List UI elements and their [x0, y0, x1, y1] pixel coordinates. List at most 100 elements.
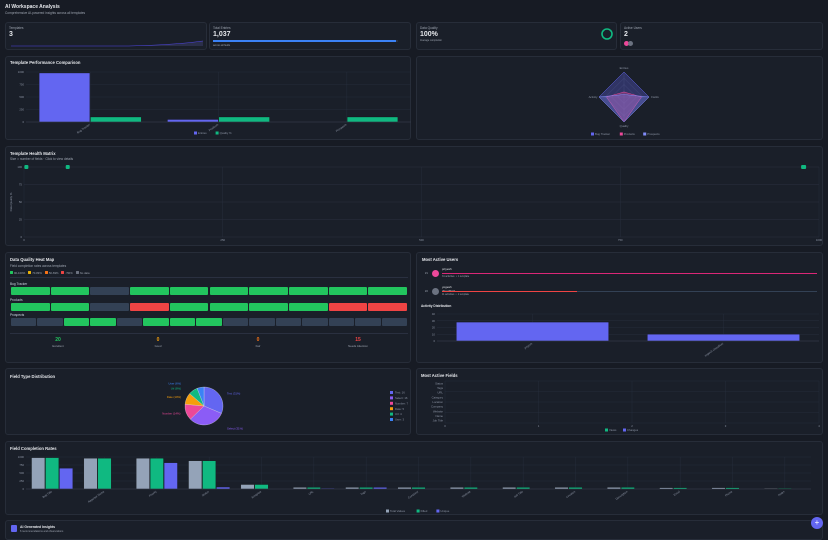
- page-title: AI Workspace Analysis: [5, 4, 60, 10]
- heatmap-row-label: Prospects: [10, 313, 25, 317]
- legend-label: Prospects: [647, 132, 660, 136]
- radar-axis-label: Activity: [589, 95, 598, 99]
- radar-axis-label: Entries: [620, 66, 629, 70]
- active-fields-panel: Most Active Fields Status Tags URL Category…: [416, 368, 823, 435]
- legend-swatch: [44, 271, 48, 274]
- x-tick-label: 500: [419, 238, 424, 242]
- x-tick-label: Bug Title: [42, 489, 54, 499]
- legend-swatch: [61, 271, 65, 274]
- heatmap-cell[interactable]: [11, 318, 37, 326]
- heatmap-cell[interactable]: [90, 287, 130, 295]
- radar-axis-label: Quality: [620, 124, 629, 128]
- y-tick-label: 750: [19, 463, 24, 467]
- heatmap-cell[interactable]: [130, 302, 169, 311]
- heatmap-cell[interactable]: [11, 302, 50, 311]
- y-tick-label: Status: [435, 381, 444, 385]
- user-rank: #1: [425, 272, 428, 275]
- avatar: [432, 288, 439, 295]
- heatmap-cell[interactable]: [143, 318, 169, 326]
- pie-label: Number (14%): [162, 412, 180, 416]
- bar: [90, 116, 142, 123]
- heatmap-cell[interactable]: [50, 287, 90, 295]
- bar: [647, 334, 800, 342]
- health-panel: Template Health Matrix Size = number of …: [5, 146, 823, 246]
- stat-label: Total Entries: [213, 26, 231, 30]
- x-tick-label: Notes: [777, 489, 786, 497]
- heatmap-cell[interactable]: [11, 287, 50, 295]
- y-tick-label: 500: [19, 471, 24, 475]
- heatmap-cell[interactable]: [381, 318, 407, 326]
- avatar: [432, 270, 439, 277]
- heatmap-cell[interactable]: [328, 318, 355, 326]
- x-tick-label: Products: [208, 122, 220, 132]
- add-button[interactable]: +: [811, 517, 823, 529]
- legend-swatch: [390, 418, 393, 421]
- heatmap-cell[interactable]: [249, 318, 275, 326]
- x-tick-label: yogesh choudhari: [704, 341, 725, 357]
- y-tick-label: 0: [22, 487, 24, 491]
- legend-label: Bug Tracker: [595, 132, 610, 136]
- radar-series: [598, 94, 650, 123]
- heatmap-cell[interactable]: [288, 287, 328, 295]
- heatmap-cell[interactable]: [249, 302, 288, 311]
- heatmap-cell[interactable]: [288, 302, 328, 311]
- legend-swatch: [386, 509, 389, 513]
- heatmap-cell[interactable]: [328, 287, 368, 295]
- scatter-point: [801, 165, 807, 169]
- heatmap-cell[interactable]: [368, 287, 407, 295]
- heatmap-cell[interactable]: [368, 302, 407, 311]
- x-tick-label: 0: [23, 238, 25, 242]
- heatmap-cell[interactable]: [302, 318, 328, 326]
- summary-value: 0: [156, 337, 160, 343]
- user-name[interactable]: priyesh: [442, 267, 452, 271]
- heatmap-cell[interactable]: [37, 318, 63, 326]
- insights-panel[interactable]: AI Generated Insights 6 recommendations …: [5, 520, 823, 540]
- entries-progress-fill: [213, 40, 397, 42]
- y-tick-label: Job Title: [433, 419, 444, 423]
- heatmap-legend: 90-100% 70-89% 50-69% <50% No data: [10, 271, 90, 275]
- bar: [83, 458, 98, 490]
- y-tick-label: 10: [432, 332, 436, 336]
- heatmap-cell[interactable]: [63, 318, 90, 326]
- heatmap-cell[interactable]: [90, 302, 130, 311]
- legend-swatch: [605, 428, 608, 432]
- x-tick-label: Assignee: [250, 489, 262, 499]
- heatmap-cell[interactable]: [130, 287, 169, 295]
- heatmap-row-label: Bug Tracker: [10, 282, 28, 286]
- heatmap-cell[interactable]: [50, 302, 90, 311]
- y-tick-label: 0: [22, 120, 24, 124]
- heatmap-cell[interactable]: [275, 318, 302, 326]
- y-tick-label: Website: [433, 409, 443, 413]
- panel-title: Data Quality Heat Map: [10, 257, 55, 262]
- divider: [10, 333, 408, 334]
- y-tick-label: 750: [19, 83, 24, 87]
- legend-swatch: [194, 131, 197, 135]
- heatmap-cell[interactable]: [196, 318, 222, 326]
- heatmap-cell[interactable]: [249, 287, 288, 295]
- pie-label: Url (8%): [171, 386, 181, 390]
- y-tick-label: Name: [436, 414, 444, 418]
- heatmap-cell[interactable]: [116, 318, 143, 326]
- bar: [188, 460, 203, 490]
- heatmap-cell[interactable]: [222, 318, 249, 326]
- bar: [136, 458, 150, 490]
- pie-label: User (6%): [168, 381, 181, 385]
- heatmap-cell[interactable]: [209, 302, 249, 311]
- field-types-panel: Field Type Distribution Text: 16 Select: …: [5, 368, 411, 435]
- bar: [167, 119, 219, 123]
- legend-label: Unique: [440, 509, 449, 513]
- heatmap-cell[interactable]: [169, 287, 209, 295]
- x-tick-label: Phone: [724, 489, 733, 497]
- heatmap-cell[interactable]: [169, 302, 209, 311]
- legend-swatch: [436, 509, 440, 513]
- heatmap-cell[interactable]: [328, 302, 368, 311]
- heatmap-cell[interactable]: [169, 318, 196, 326]
- x-tick-label: 1000: [816, 238, 823, 242]
- heatmap-cell[interactable]: [355, 318, 381, 326]
- heatmap-cell[interactable]: [90, 318, 116, 326]
- legend-swatch: [390, 412, 393, 416]
- panel-title: Most Active Users: [422, 257, 459, 262]
- heatmap-cell[interactable]: [209, 287, 249, 295]
